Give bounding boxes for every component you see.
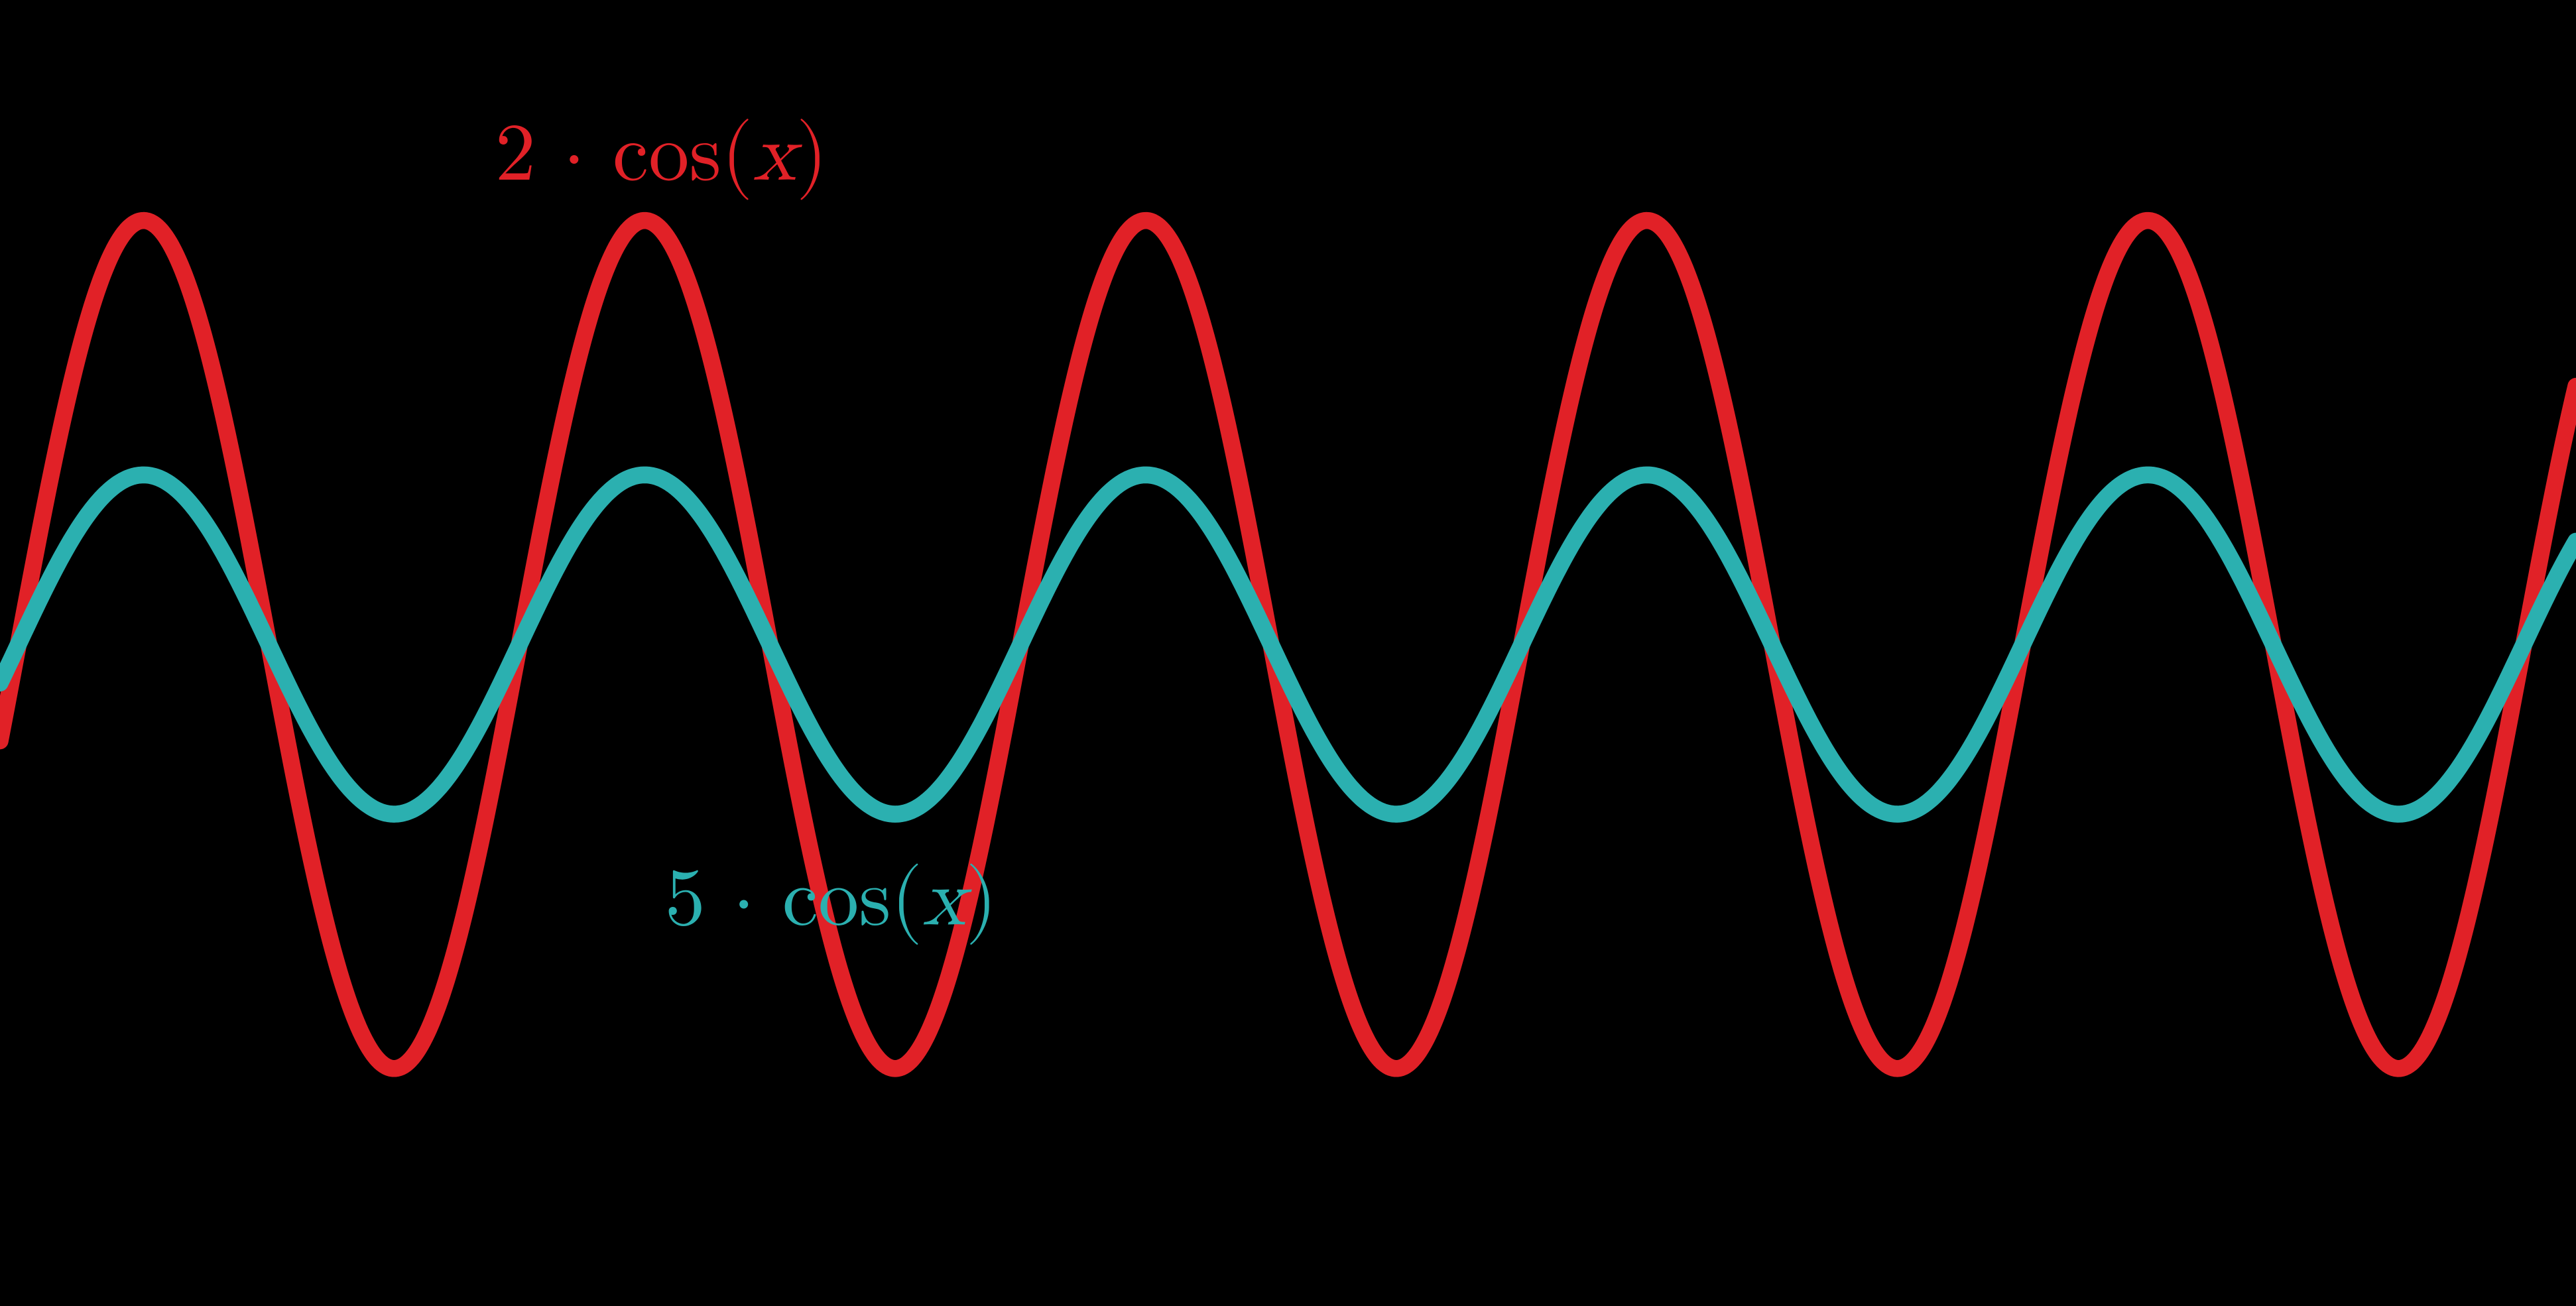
curves-group <box>0 221 2576 1069</box>
cosine-chart: 2 · cos(x) 5 · cos(x) <box>0 0 2576 1306</box>
label-series_red: 2 · cos(x) <box>495 114 828 200</box>
curve-series_red <box>0 221 2576 1069</box>
label-series_teal: 5 · cos(x) <box>664 859 997 945</box>
chart-svg: 2 · cos(x) 5 · cos(x) <box>0 0 2576 1306</box>
